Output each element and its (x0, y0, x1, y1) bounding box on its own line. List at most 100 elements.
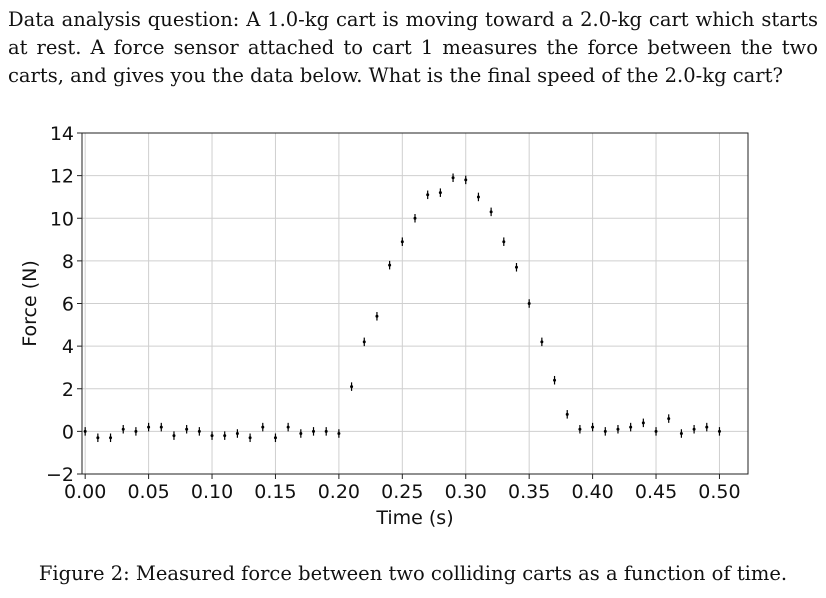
data-point (261, 422, 265, 432)
axis-ticks: 0.00 0.05 0.10 0.15 0.20 0.25 0.30 0.35 0.40 0.45… (46, 123, 741, 503)
data-point (451, 173, 455, 183)
y-tick-label: 2 (62, 379, 74, 401)
data-point (299, 429, 303, 438)
data-point (654, 427, 658, 436)
data-point (514, 263, 518, 272)
data-point (679, 429, 683, 438)
point-marker (197, 429, 201, 433)
y-tick-label: 14 (50, 123, 74, 145)
data-point (616, 424, 620, 434)
y-tick-label: −2 (46, 464, 74, 486)
point-marker (134, 429, 138, 433)
figure-caption: Figure 2: Measured force between two col… (38, 562, 788, 585)
data-point (603, 427, 607, 436)
point-marker (654, 429, 658, 433)
data-point (185, 424, 189, 434)
point-marker (514, 265, 518, 269)
point-marker (553, 378, 557, 382)
point-marker (527, 302, 531, 305)
data-point (502, 237, 506, 246)
data-point (629, 422, 633, 432)
data-point (705, 422, 709, 432)
point-marker (312, 429, 316, 433)
point-marker (629, 425, 633, 429)
point-marker (324, 429, 328, 433)
data-point (350, 382, 354, 391)
point-marker (400, 240, 404, 244)
data-point (96, 433, 100, 443)
data-point (109, 433, 113, 443)
x-tick-label: 0.40 (571, 481, 613, 503)
point-marker (451, 176, 455, 180)
point-marker (667, 417, 671, 421)
point-marker (350, 385, 354, 389)
data-point (337, 429, 341, 438)
point-marker (426, 193, 430, 197)
point-marker (679, 432, 683, 436)
data-point (565, 410, 569, 419)
data-point (438, 188, 442, 197)
point-marker (147, 425, 151, 429)
data-point (83, 427, 87, 436)
y-tick-label: 4 (62, 336, 74, 358)
data-point (591, 422, 595, 432)
point-marker (705, 425, 709, 429)
data-point (172, 431, 176, 440)
point-marker (362, 340, 366, 344)
question-text: Data analysis question: A 1.0-kg cart is… (8, 8, 818, 87)
data-point (134, 427, 138, 436)
data-point (489, 207, 493, 217)
x-tick-label: 0.10 (191, 481, 233, 503)
y-tick-label: 10 (50, 208, 74, 230)
data-point (540, 337, 544, 347)
x-tick-label: 0.05 (127, 481, 169, 503)
point-marker (185, 427, 189, 431)
point-marker (438, 191, 442, 195)
data-point (147, 422, 151, 432)
data-point (248, 433, 252, 443)
data-point (286, 422, 290, 432)
point-marker (299, 432, 303, 436)
x-tick-label: 0.15 (254, 481, 296, 503)
x-tick-label: 0.30 (445, 481, 487, 503)
point-marker (235, 432, 239, 436)
y-tick-label: 8 (62, 251, 74, 273)
point-marker (261, 425, 265, 429)
point-marker (172, 434, 176, 438)
point-marker (464, 178, 468, 182)
y-tick-label: 12 (50, 166, 74, 188)
data-point (210, 431, 214, 440)
x-tick-label: 0.25 (381, 481, 423, 503)
point-marker (121, 427, 125, 431)
point-marker (337, 432, 341, 436)
x-tick-label: 0.00 (64, 481, 106, 503)
data-point (324, 427, 328, 436)
point-marker (159, 425, 163, 429)
point-marker (489, 210, 493, 214)
point-marker (502, 240, 506, 244)
data-point (476, 192, 480, 202)
x-tick-label: 0.20 (318, 481, 360, 503)
data-point (223, 431, 227, 440)
data-point (527, 299, 531, 308)
data-point (235, 429, 239, 438)
data-point (426, 190, 430, 200)
point-marker (565, 412, 569, 416)
data-point (362, 337, 366, 347)
data-point (121, 424, 125, 434)
point-marker (603, 429, 607, 433)
point-marker (476, 195, 480, 199)
point-marker (578, 427, 582, 431)
y-axis-label: Force (N) (19, 260, 41, 346)
data-point (667, 414, 671, 423)
point-marker (210, 434, 214, 438)
point-marker (109, 436, 113, 440)
data-point (388, 260, 392, 270)
data-point (159, 422, 163, 432)
point-marker (616, 427, 620, 431)
data-points (83, 173, 721, 443)
data-point (312, 427, 316, 436)
data-point (641, 418, 645, 428)
force-time-chart: 0.00 0.05 0.10 0.15 0.20 0.25 0.30 0.35 0.40 0.45… (19, 123, 749, 529)
point-marker (540, 340, 544, 344)
